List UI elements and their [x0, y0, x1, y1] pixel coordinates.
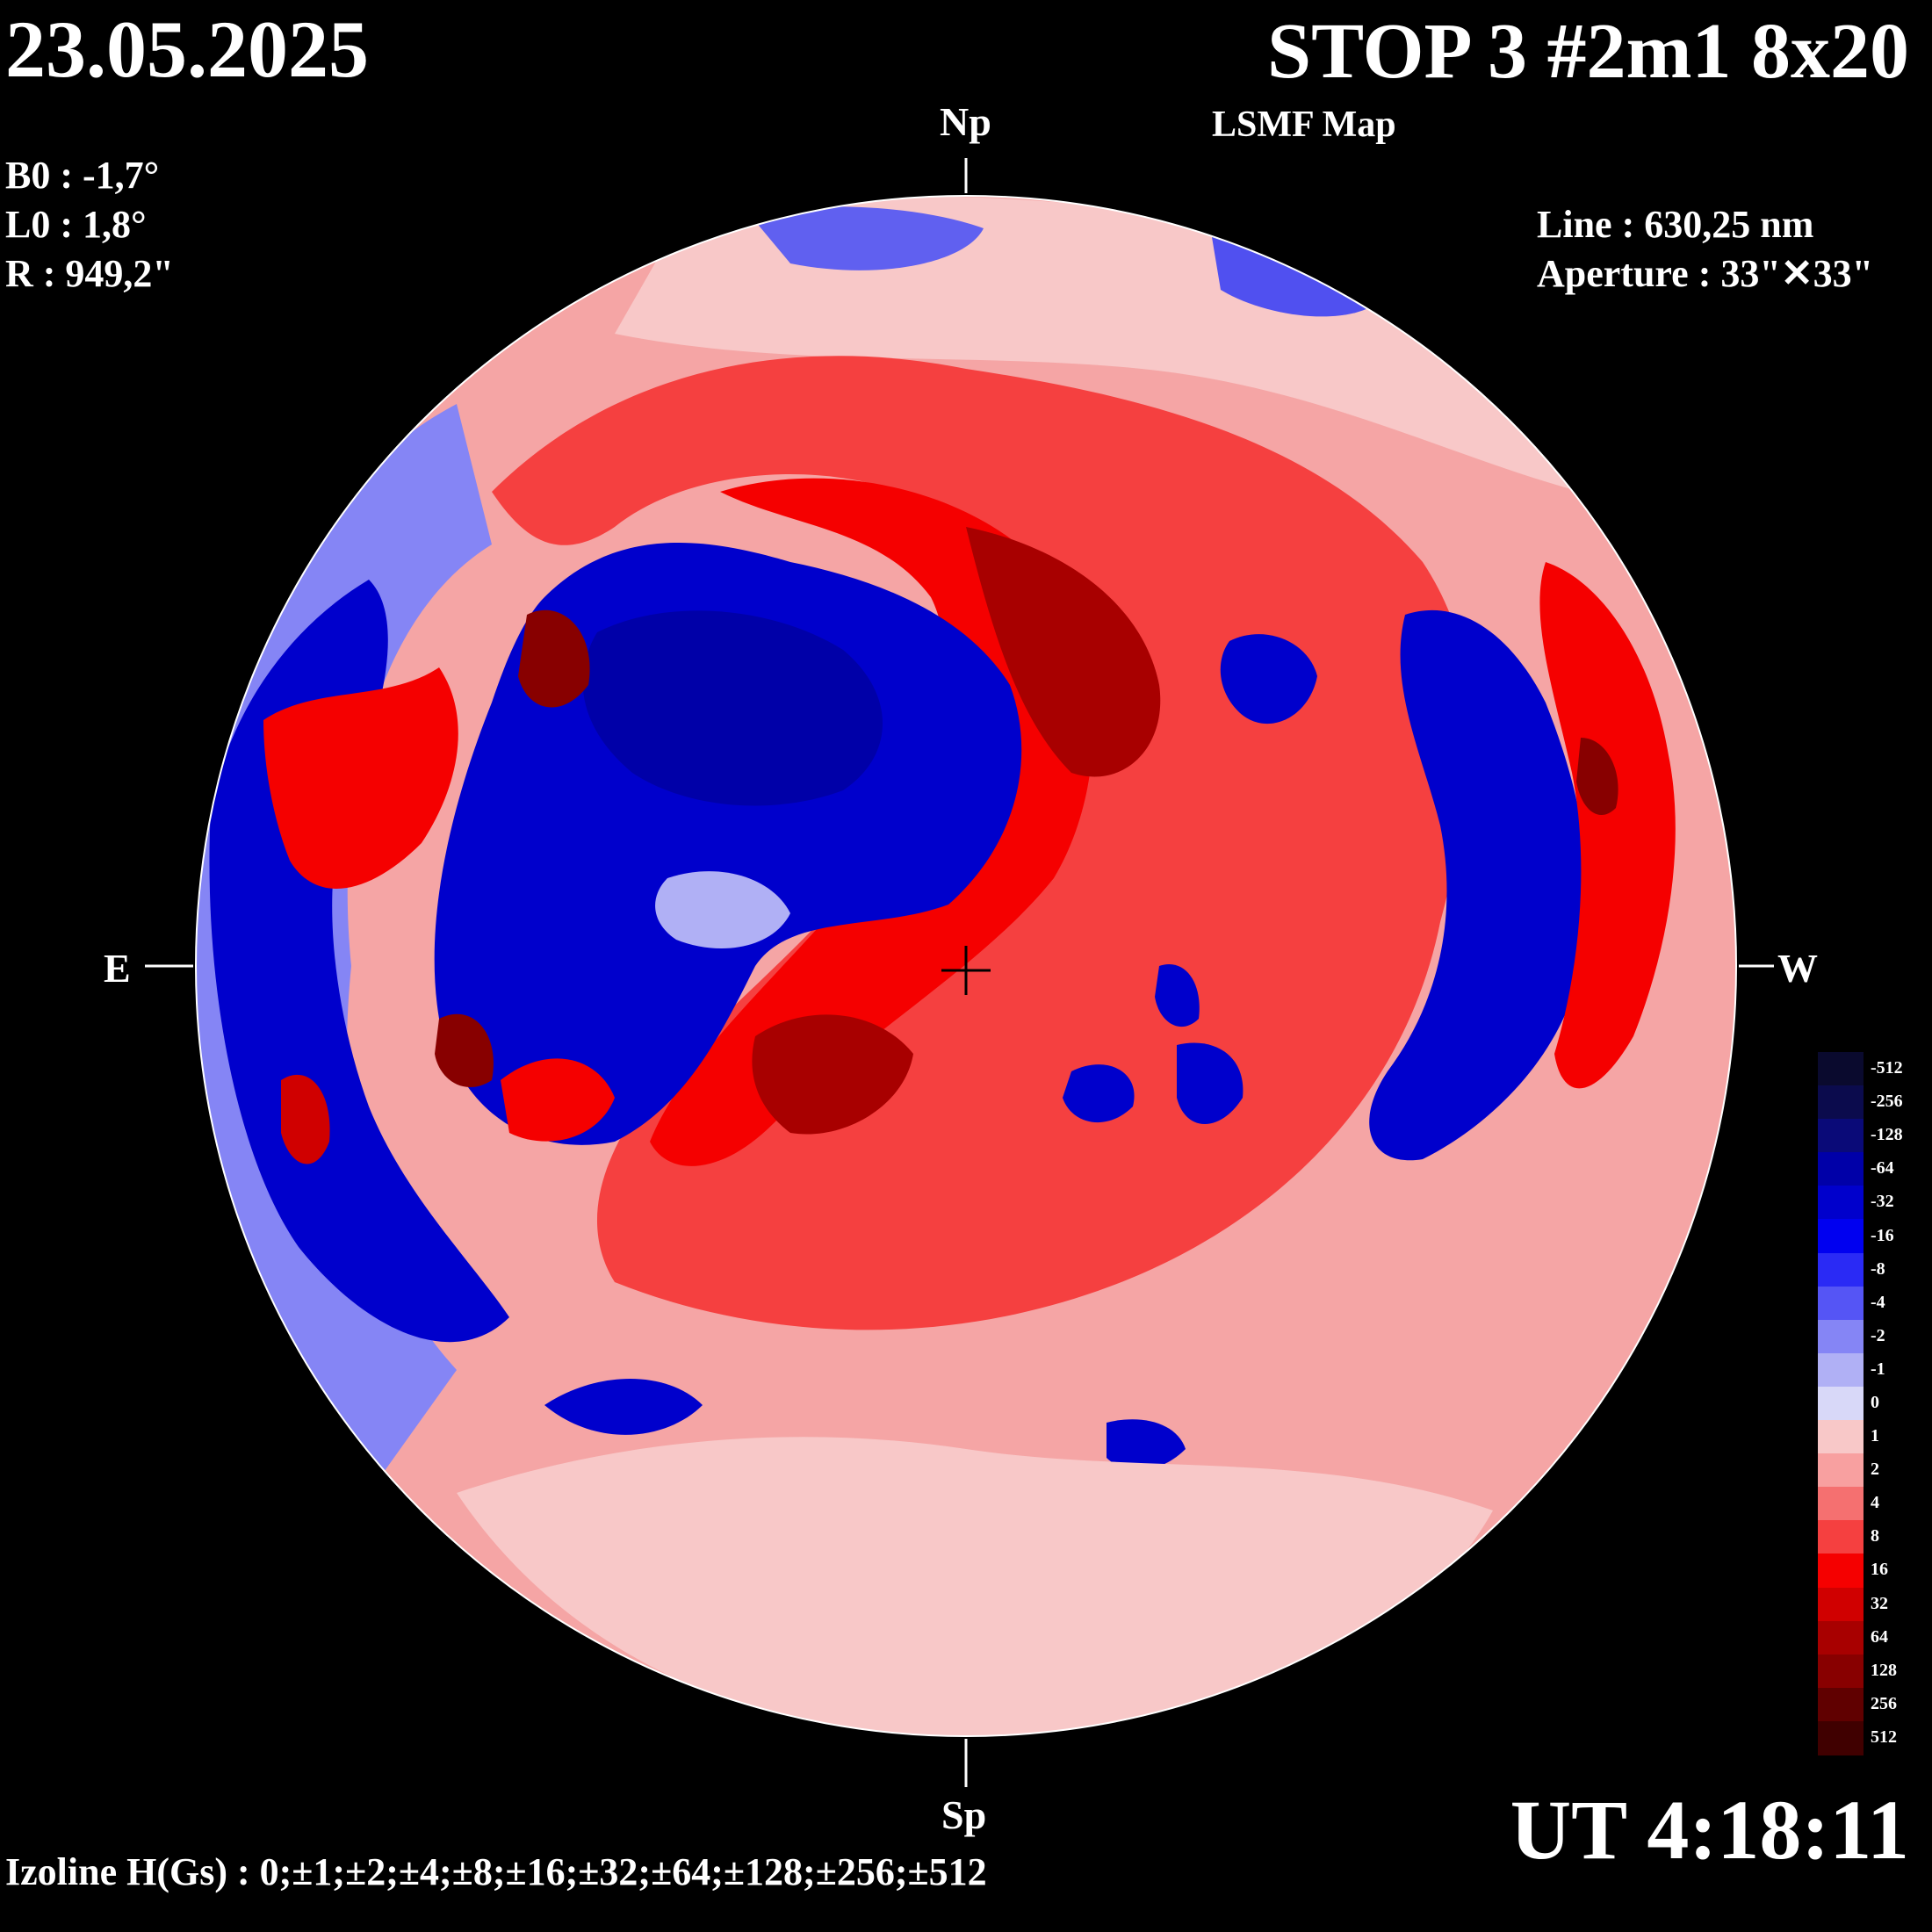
negative-spot-ne	[1212, 237, 1370, 317]
colorbar-label: -512	[1871, 1058, 1903, 1078]
instrument-aperture: Aperture : 33"✕33"	[1537, 252, 1874, 295]
cardinal-north: Np	[940, 99, 991, 144]
positive-field-west-limb	[1539, 562, 1676, 1089]
colorbar-label: 4	[1871, 1493, 1879, 1513]
colorbar-swatch	[1818, 1386, 1864, 1422]
colorbar-label: -128	[1871, 1125, 1903, 1145]
colorbar-label: -256	[1871, 1092, 1903, 1112]
map-title: STOP 3 #2m1 8x20	[1267, 8, 1909, 95]
colorbar-swatch	[1818, 1420, 1864, 1455]
map-subtitle: LSMF Map	[1212, 105, 1396, 145]
colorbar-label: 256	[1871, 1693, 1897, 1713]
colorbar-swatch	[1818, 1219, 1864, 1254]
colorbar-label: 64	[1871, 1626, 1888, 1647]
izoline-legend: Izoline H(Gs) : 0;±1;±2;±4;±8;±16;±32;±6…	[5, 1850, 987, 1893]
colorbar-label: -32	[1871, 1192, 1894, 1212]
colorbar-swatch	[1818, 1052, 1864, 1087]
colorbar-label: 512	[1871, 1727, 1897, 1747]
negative-island-4	[1063, 1064, 1135, 1123]
param-b0: B0 : -1,7°	[5, 154, 160, 197]
colorbar	[1818, 1052, 1864, 1755]
positive-weak-south	[457, 1437, 1493, 1736]
colorbar-label: 2	[1871, 1460, 1879, 1480]
negative-weak-patch	[655, 871, 790, 948]
colorbar-label: -64	[1871, 1158, 1894, 1179]
negative-island-2	[1155, 964, 1200, 1027]
observation-date: 23.05.2025	[5, 4, 369, 94]
positive-field-strong-2	[752, 1014, 913, 1135]
positive-field-core	[650, 478, 1093, 1166]
solar-limb	[195, 195, 1737, 1737]
colorbar-swatch	[1818, 1286, 1864, 1321]
colorbar-swatch	[1818, 1654, 1864, 1689]
colorbar-swatch	[1818, 1520, 1864, 1555]
colorbar-swatch	[1818, 1587, 1864, 1622]
colorbar-swatch	[1818, 1453, 1864, 1489]
negative-spot-sw	[544, 1379, 703, 1435]
positive-spot-east-4	[281, 1074, 330, 1164]
positive-patch-east	[263, 667, 458, 890]
colorbar-label: 16	[1871, 1560, 1888, 1580]
colorbar-label: 128	[1871, 1660, 1897, 1680]
cardinal-east: E	[104, 946, 131, 991]
colorbar-swatch	[1818, 1352, 1864, 1388]
universal-time: UT 4:18:11	[1510, 1783, 1909, 1877]
negative-island-1	[1220, 634, 1317, 724]
colorbar-label: 8	[1871, 1526, 1879, 1546]
colorbar-swatch	[1818, 1487, 1864, 1522]
colorbar-swatch	[1818, 1085, 1864, 1121]
negative-island-south	[1107, 1419, 1186, 1470]
negative-spot-north	[746, 206, 984, 270]
colorbar-label: -4	[1871, 1292, 1885, 1312]
positive-field-strong-1	[966, 527, 1161, 777]
colorbar-swatch	[1818, 1687, 1864, 1722]
colorbar-label: -2	[1871, 1325, 1885, 1345]
colorbar-swatch	[1818, 1252, 1864, 1287]
colorbar-swatch	[1818, 1152, 1864, 1187]
colorbar-label: 1	[1871, 1426, 1879, 1446]
colorbar-swatch	[1818, 1720, 1864, 1755]
colorbar-swatch	[1818, 1319, 1864, 1354]
colorbar-swatch	[1818, 1554, 1864, 1589]
colorbar-swatch	[1818, 1186, 1864, 1221]
colorbar-label: 32	[1871, 1593, 1888, 1613]
colorbar-label: -1	[1871, 1359, 1885, 1379]
cardinal-south: Sp	[941, 1792, 987, 1837]
colorbar-label: -16	[1871, 1225, 1894, 1245]
positive-spot-west	[1576, 738, 1618, 816]
positive-spot-east-3	[501, 1058, 615, 1142]
cardinal-west: W	[1777, 946, 1818, 991]
param-radius: R : 949,2"	[5, 252, 174, 295]
negative-field-west	[1369, 609, 1588, 1161]
colorbar-swatch	[1818, 1620, 1864, 1655]
instrument-line: Line : 630,25 nm	[1537, 203, 1814, 246]
positive-spot-east-2	[435, 1013, 494, 1088]
colorbar-label: -8	[1871, 1258, 1885, 1279]
colorbar-label: 0	[1871, 1393, 1879, 1412]
param-l0: L0 : 1,8°	[5, 203, 147, 246]
negative-island-3	[1177, 1042, 1244, 1124]
positive-spot-east-1	[518, 609, 590, 708]
negative-field-strong-center	[582, 610, 883, 806]
colorbar-swatch	[1818, 1119, 1864, 1154]
